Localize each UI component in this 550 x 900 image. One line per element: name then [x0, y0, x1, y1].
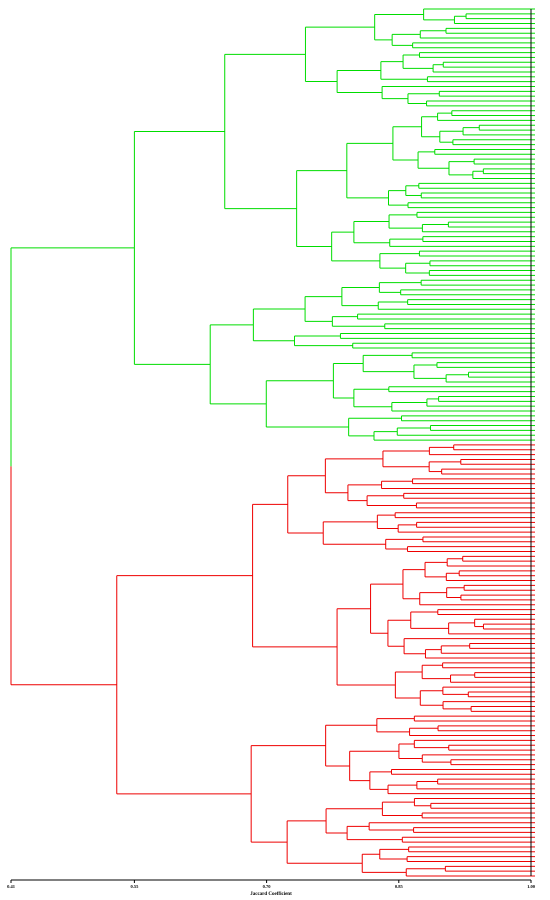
x-tick-label: 1.00 [527, 884, 536, 889]
x-axis-title: Jaccard Coefficient [250, 892, 292, 897]
x-tick-label: 0.85 [395, 884, 404, 889]
x-tick-label: 0.55 [130, 884, 139, 889]
x-tick-label: 0.70 [263, 884, 272, 889]
x-tick-label: 0.41 [7, 884, 16, 889]
